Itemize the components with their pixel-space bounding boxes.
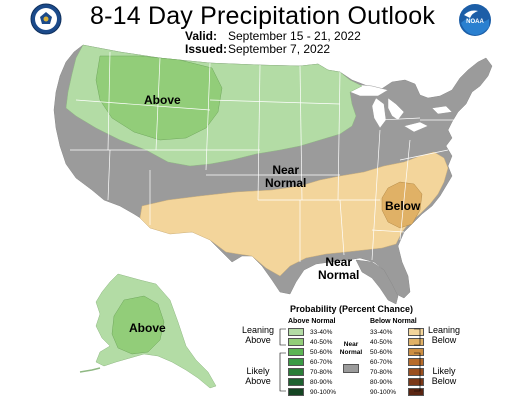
valid-value: September 15 - 21, 2022 (228, 29, 361, 43)
legend-below-bin-label: 90-100% (370, 388, 397, 396)
legend-below-bin-label: 70-80% (370, 368, 393, 376)
legend-below-bin-row: 50-60% (370, 347, 424, 357)
legend-above-bin-label: 90-100% (310, 388, 337, 396)
legend-above-bin-row: 33-40% (288, 327, 344, 337)
legend-below-bin-row: 60-70% (370, 357, 424, 367)
legend-below-bin-swatch (408, 338, 424, 346)
legend-below-bin-swatch (408, 358, 424, 366)
doc-seal-icon (30, 3, 62, 35)
map-title: 8-14 Day Precipitation Outlook (89, 2, 436, 30)
label-above-west: Above (144, 93, 181, 107)
legend-below-bin-row: 80-90% (370, 377, 424, 387)
noaa-logo-text: NOAA (466, 19, 484, 25)
legend-above-brackets (279, 328, 286, 392)
legend-above-bin-swatch (288, 368, 304, 376)
florida-peninsula (355, 259, 399, 305)
legend-above-bin-swatch (288, 338, 304, 346)
legend-above-bin-swatch (288, 388, 304, 396)
aleutian-islands (79, 367, 101, 373)
legend-below-bin-label: 40-50% (370, 338, 393, 346)
legend-above-bin-swatch (288, 378, 304, 386)
legend-leaning-below: Leaning Below (427, 325, 461, 345)
legend-above-bin-swatch (288, 348, 304, 356)
label-below-southeast: Below (385, 199, 421, 213)
legend-above-bin-row: 70-80% (288, 367, 344, 377)
legend-below-bin-swatch (408, 348, 424, 356)
legend-below-bin-label: 60-70% (370, 358, 393, 366)
legend-below-brackets (414, 328, 421, 392)
date-values: September 15 - 21, 2022 September 7, 202… (228, 30, 361, 56)
alaska-above-core (111, 295, 165, 355)
legend-near-normal-swatch (343, 364, 359, 373)
issued-value: September 7, 2022 (228, 42, 331, 56)
legend-below-bin-row: 90-100% (370, 387, 424, 397)
legend-above-bin-label: 50-60% (310, 348, 333, 356)
legend-below-bin-swatch (408, 388, 424, 396)
legend-below-bin-label: 80-90% (370, 378, 393, 386)
legend-above-bin-label: 33-40% (310, 328, 333, 336)
legend-above-bin-row: 60-70% (288, 357, 344, 367)
legend-above-bin-swatch (288, 328, 304, 336)
label-near-normal-center: Near Normal (265, 163, 307, 190)
legend-above-bin-label: 60-70% (310, 358, 333, 366)
legend-below-bin-row: 33-40% (370, 327, 424, 337)
legend-leaning-above: Leaning Above (241, 325, 275, 345)
legend-below-bin-row: 70-80% (370, 367, 424, 377)
legend-above-bin-label: 80-90% (310, 378, 333, 386)
legend-title: Probability (Percent Chance) (290, 304, 414, 314)
legend-above-bin-row: 40-50% (288, 337, 344, 347)
legend-likely-below: Likely Below (431, 366, 457, 386)
date-labels: Valid: Issued: (185, 30, 227, 56)
state-borders (70, 51, 458, 262)
legend-above-bin-label: 70-80% (310, 368, 333, 376)
legend-above-header: Above Normal (288, 318, 336, 325)
legend-below-header: Below Normal (370, 318, 417, 325)
legend-above-bin-swatch (288, 358, 304, 366)
label-near-normal-south: Near Normal (318, 255, 360, 282)
legend-below-bin-swatch (408, 378, 424, 386)
great-lakes (349, 83, 453, 133)
legend-above-bin-row: 90-100% (288, 387, 344, 397)
below-40-50-core (381, 181, 423, 229)
legend-likely-above: Likely Above (245, 366, 271, 386)
noaa-logo-icon: NOAA (459, 4, 491, 36)
legend-below-bin-row: 40-50% (370, 337, 424, 347)
legend-above-bin-row: 50-60% (288, 347, 344, 357)
legend-below-bin-label: 50-60% (370, 348, 393, 356)
valid-label: Valid: (185, 29, 218, 43)
legend-near-normal-label: Near Normal (339, 341, 363, 356)
legend-above-bin-row: 80-90% (288, 377, 344, 387)
legend-below-bin-swatch (408, 328, 424, 336)
legend-below-bin-label: 33-40% (370, 328, 393, 336)
issued-label: Issued: (185, 42, 228, 56)
legend-above-bin-label: 40-50% (310, 338, 333, 346)
legend-below-bin-swatch (408, 368, 424, 376)
label-above-alaska: Above (129, 321, 166, 335)
above-40-50-core (95, 55, 223, 141)
